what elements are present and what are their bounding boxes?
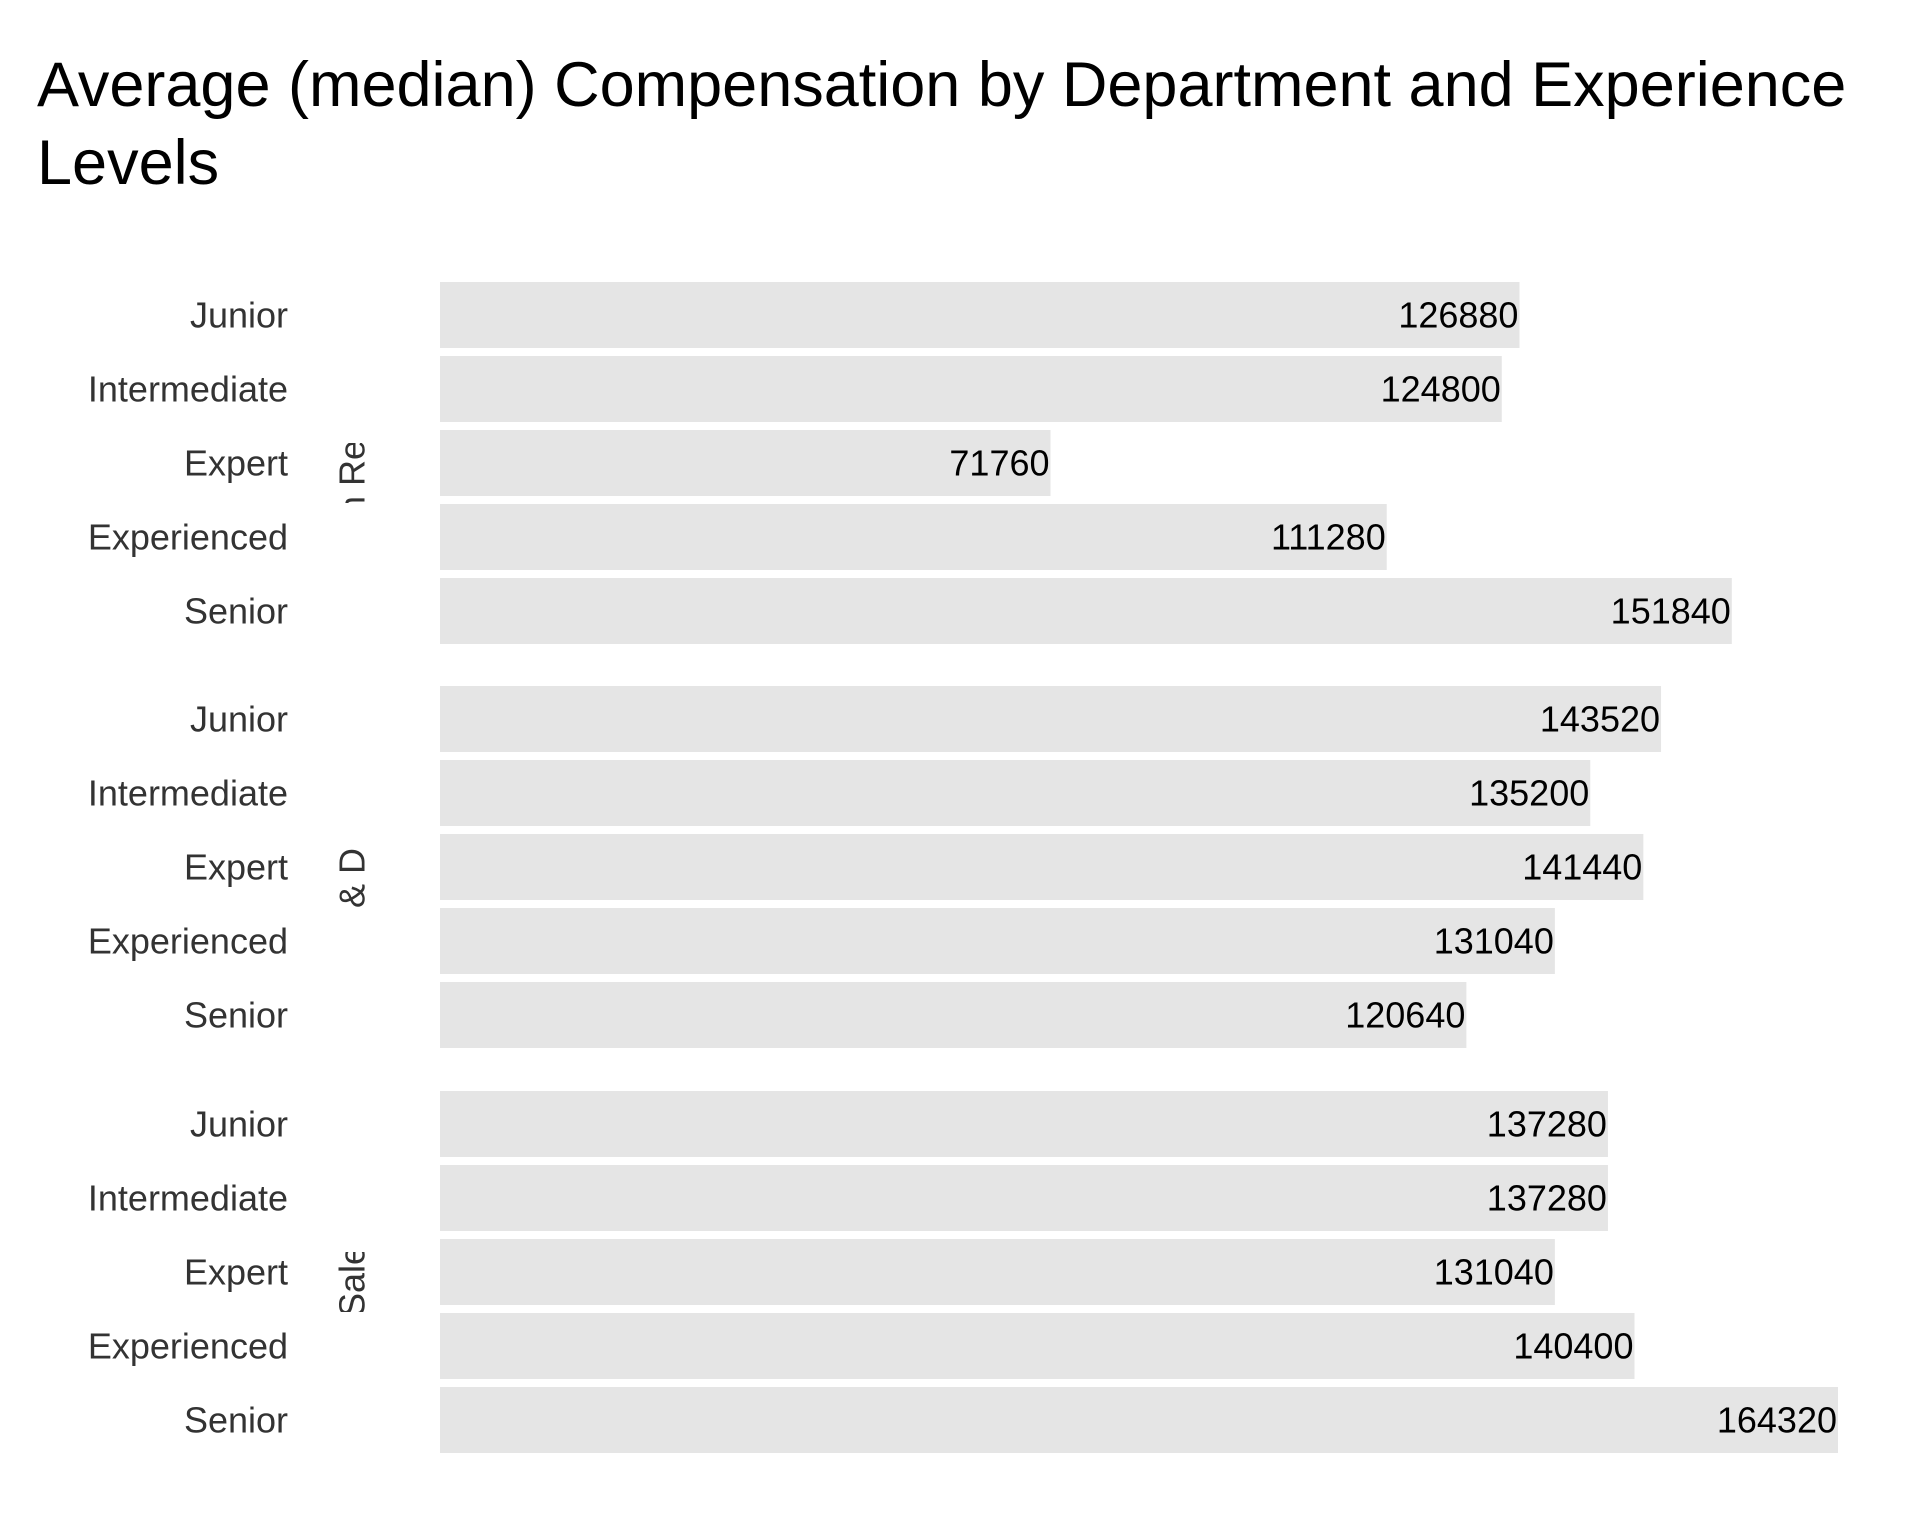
- bar-value-label: 126880: [1398, 295, 1518, 336]
- facet-strip-label: Human Resources: [332, 314, 373, 612]
- bar: [440, 356, 1502, 422]
- bar-value-label: 131040: [1434, 1252, 1554, 1293]
- bar: [440, 578, 1732, 644]
- bar: [440, 1313, 1635, 1379]
- bar: [440, 686, 1662, 752]
- bar-value-label: 151840: [1611, 591, 1731, 632]
- category-tick-label: Experienced: [88, 517, 288, 558]
- chart-title: Average (median) Compensation by Departm…: [37, 50, 1847, 198]
- category-tick-label: Expert: [184, 1252, 288, 1293]
- facet-panel: Human Resources Junior 126880 Intermediate 1…: [88, 282, 1732, 644]
- bar-value-label: 137280: [1487, 1178, 1607, 1219]
- bar: [440, 1091, 1608, 1157]
- category-tick-label: Senior: [184, 995, 288, 1036]
- category-tick-label: Experienced: [88, 1326, 288, 1367]
- category-tick-label: Intermediate: [88, 773, 288, 814]
- bar: [440, 908, 1555, 974]
- bar-value-label: 71760: [949, 443, 1049, 484]
- bar-value-label: 164320: [1717, 1400, 1837, 1441]
- category-tick-label: Intermediate: [88, 1178, 288, 1219]
- bar: [440, 1239, 1555, 1305]
- facet-strip-label: Research & Development: [332, 662, 373, 1072]
- bar-value-label: 140400: [1513, 1326, 1633, 1367]
- facet-panel: Research & Development Junior 143520 Interm…: [88, 662, 1662, 1072]
- bar-value-label: 143520: [1540, 699, 1660, 740]
- category-tick-label: Senior: [184, 1400, 288, 1441]
- bar-value-label: 120640: [1345, 995, 1465, 1036]
- bar: [440, 430, 1051, 496]
- category-tick-label: Senior: [184, 591, 288, 632]
- bar: [440, 504, 1387, 570]
- bar-value-label: 111280: [1271, 517, 1386, 558]
- category-tick-label: Junior: [190, 699, 288, 740]
- bar: [440, 282, 1520, 348]
- category-tick-label: Expert: [184, 443, 288, 484]
- category-tick-label: Junior: [190, 295, 288, 336]
- category-tick-label: Expert: [184, 847, 288, 888]
- bar-value-label: 131040: [1434, 921, 1554, 962]
- category-tick-label: Junior: [190, 1104, 288, 1145]
- bar: [440, 760, 1591, 826]
- category-tick-label: Intermediate: [88, 369, 288, 410]
- bar-value-label: 141440: [1522, 847, 1642, 888]
- facet-strip-label: Sales: [332, 1227, 373, 1317]
- bar-value-label: 137280: [1487, 1104, 1607, 1145]
- facet-panel: Sales Junior 137280 Intermediate 137280 Exper…: [88, 1091, 1838, 1453]
- bar: [440, 1387, 1838, 1453]
- bar: [440, 982, 1467, 1048]
- category-tick-label: Experienced: [88, 921, 288, 962]
- bar: [440, 1165, 1608, 1231]
- bar-value-label: 124800: [1381, 369, 1501, 410]
- bar-value-label: 135200: [1469, 773, 1589, 814]
- bar: [440, 834, 1644, 900]
